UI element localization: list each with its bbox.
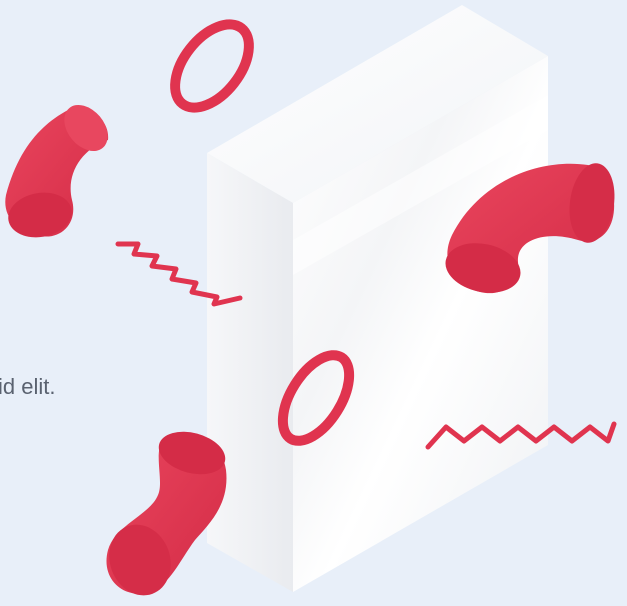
red-ring-top [170, 19, 254, 113]
hero-description-text: id elit. [0, 374, 56, 399]
red-pipe-bottom [106, 431, 227, 596]
red-zigzag-left [115, 241, 243, 307]
white-box [207, 5, 548, 592]
red-ring-middle [277, 350, 355, 446]
red-zigzag-right [425, 421, 617, 450]
red-pipe-left [5, 104, 109, 238]
red-pipe-right [445, 163, 615, 294]
